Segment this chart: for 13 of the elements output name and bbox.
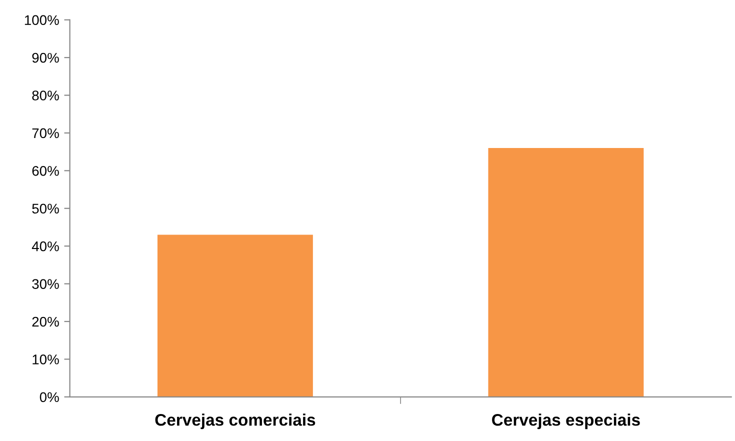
y-tick-label: 50% <box>32 204 59 214</box>
y-tick-label: 90% <box>32 52 59 63</box>
y-tick-label: 10% <box>32 354 59 364</box>
x-tick-label: Cervejas especiais <box>492 414 640 430</box>
y-tick-label: 80% <box>32 90 59 100</box>
y-tick-label: 0% <box>40 392 59 402</box>
y-tick-label: 30% <box>32 279 59 289</box>
y-tick-label: 40% <box>32 241 59 252</box>
y-tick-label: 70% <box>32 128 59 138</box>
x-tick-label: Cervejas comerciais <box>155 414 316 430</box>
y-tick-label: 20% <box>32 316 59 327</box>
y-tick-label: 60% <box>32 166 59 176</box>
y-tick-label: 100% <box>24 15 59 26</box>
